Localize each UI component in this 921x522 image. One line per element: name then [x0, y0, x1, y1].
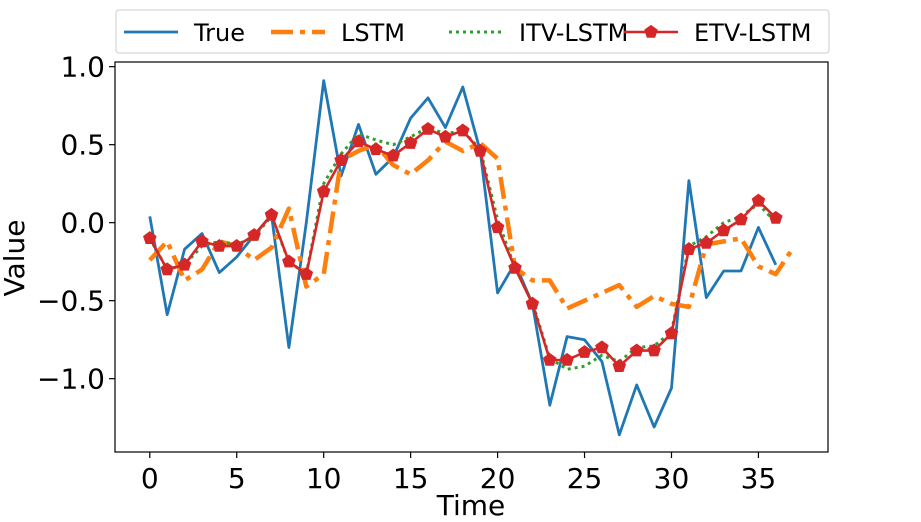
y-tick-label: −1.0	[37, 363, 105, 396]
x-tick-label: 30	[654, 462, 690, 495]
x-axis-label: Time	[436, 489, 506, 518]
legend-label-true: True	[193, 19, 245, 47]
x-tick-label: 5	[228, 462, 246, 495]
y-tick-label: 0.5	[60, 129, 105, 162]
x-tick-label: 0	[141, 462, 159, 495]
x-tick-label: 25	[567, 462, 603, 495]
legend-label-itv-lstm: ITV-LSTM	[519, 19, 628, 47]
x-tick-label: 35	[741, 462, 777, 495]
y-tick-label: 1.0	[60, 51, 105, 84]
legend: True LSTM ITV-LSTM ETV-LSTM	[116, 10, 829, 53]
legend-label-lstm: LSTM	[341, 19, 405, 47]
x-tick-label: 15	[393, 462, 429, 495]
y-tick-label: −0.5	[37, 285, 105, 318]
y-axis-label: Value	[0, 220, 31, 297]
y-tick-label: 0.0	[60, 207, 105, 240]
y-axis: 1.0 0.5 0.0 −0.5 −1.0	[37, 51, 115, 396]
legend-label-etv-lstm: ETV-LSTM	[694, 19, 811, 47]
x-tick-label: 10	[306, 462, 342, 495]
